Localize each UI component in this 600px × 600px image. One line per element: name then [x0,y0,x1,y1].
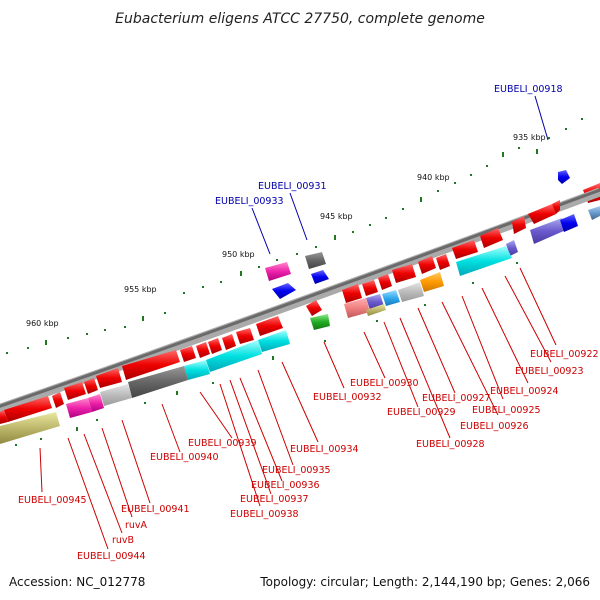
gene-feature[interactable] [560,214,578,232]
gene-feature[interactable] [258,330,290,352]
gene-feature[interactable] [206,340,262,372]
gene-label[interactable]: EUBELI_00936 [251,480,320,491]
gene-label[interactable]: EUBELI_00933 [215,196,284,207]
gene-feature[interactable] [96,368,122,388]
leader-lines [39,95,557,550]
gene-feature[interactable] [452,240,478,259]
gene-label[interactable]: EUBELI_00940 [150,452,219,463]
gene-feature[interactable] [530,218,566,244]
gene-label[interactable]: EUBELI_00923 [515,366,584,377]
gene-feature[interactable] [0,410,8,424]
gene-feature[interactable] [588,206,600,220]
gene-feature[interactable] [222,334,236,350]
gene-label[interactable]: EUBELI_00922 [530,349,599,360]
gene-feature[interactable] [392,264,416,283]
gene-feature[interactable] [64,382,86,400]
gene-feature[interactable] [398,282,424,302]
tick-label: 945 kbp [320,212,353,221]
gene-feature[interactable] [418,256,436,274]
gene-feature[interactable] [342,284,362,303]
gene-feature[interactable] [52,392,64,408]
gene-feature[interactable] [480,228,503,248]
gene-label[interactable]: EUBELI_00928 [416,439,485,450]
gene-feature[interactable] [122,350,180,380]
gene-label[interactable]: EUBELI_00927 [422,393,491,404]
gene-feature[interactable] [128,366,188,398]
accession-text: Accession: NC_012778 [9,575,145,589]
gene-label[interactable]: EUBELI_00937 [240,494,309,505]
gene-feature[interactable] [196,342,210,358]
gene-label[interactable]: EUBELI_00931 [258,181,327,192]
gene-feature[interactable] [378,274,392,290]
gene-label[interactable]: EUBELI_00930 [350,378,419,389]
gene-feature[interactable] [512,216,526,234]
gene-feature[interactable] [236,328,254,344]
reverse-genes [0,200,600,444]
gene-label[interactable]: EUBELI_00926 [460,421,529,432]
gene-label[interactable]: EUBELI_00929 [387,407,456,418]
gene-label[interactable]: EUBELI_00938 [230,509,299,520]
gene-feature[interactable] [552,200,560,214]
map-title: Eubacterium eligens ATCC 27750, complete… [115,11,485,27]
gene-label[interactable]: ruvA [125,520,148,531]
forward-gene-labels: EUBELI_00918 EUBELI_00931 EUBELI_00933 [215,84,563,207]
gene-feature[interactable] [265,262,291,281]
gene-feature[interactable] [88,394,104,412]
gene-label[interactable]: EUBELI_00918 [494,84,563,95]
gene-feature[interactable] [100,384,132,406]
gene-label[interactable]: EUBELI_00945 [18,495,87,506]
gene-feature[interactable] [366,304,386,316]
gene-feature[interactable] [66,398,92,418]
tick-label: 960 kbp [26,319,59,328]
gene-label[interactable]: ruvB [112,535,134,546]
gene-feature[interactable] [528,204,556,224]
genome-backbone-edge [0,188,600,408]
gene-feature[interactable] [305,252,326,269]
scale-tick-labels: 935 kbp 940 kbp 945 kbp 950 kbp 955 kbp … [26,133,546,328]
gene-feature[interactable] [180,346,196,362]
gene-feature[interactable] [208,338,222,354]
gene-feature[interactable] [456,246,512,276]
tick-label: 935 kbp [513,133,546,142]
gene-label[interactable]: EUBELI_00941 [121,504,190,515]
gene-feature[interactable] [344,298,370,318]
tick-label: 950 kbp [222,250,255,259]
gene-label[interactable]: EUBELI_00934 [290,444,359,455]
genome-summary-text: Topology: circular; Length: 2,144,190 bp… [259,575,590,589]
gene-feature[interactable] [256,316,283,336]
gene-feature[interactable] [272,283,296,299]
gene-feature[interactable] [184,360,210,380]
gene-label[interactable]: EUBELI_00924 [490,386,559,397]
gene-feature[interactable] [311,270,329,284]
gene-feature[interactable] [310,314,330,330]
forward-genes [265,170,600,299]
gc-marks [15,262,518,446]
gene-feature[interactable] [362,280,378,296]
gene-feature[interactable] [0,412,60,444]
genome-backbone [0,187,600,414]
gene-label[interactable]: EUBELI_00932 [313,392,382,403]
gene-label[interactable]: EUBELI_00935 [262,465,331,476]
gene-feature[interactable] [306,300,322,316]
gene-feature[interactable] [420,272,444,292]
gene-label[interactable]: EUBELI_00939 [188,438,257,449]
scale-dots [6,118,583,354]
gene-feature[interactable] [84,378,98,394]
gene-label[interactable]: EUBELI_00925 [472,405,541,416]
gene-feature[interactable] [382,290,400,306]
tick-label: 955 kbp [124,285,157,294]
gene-feature[interactable] [558,170,570,184]
gene-feature[interactable] [436,254,450,270]
gene-label[interactable]: EUBELI_00944 [77,551,146,562]
tick-label: 940 kbp [417,173,450,182]
reverse-gene-labels: EUBELI_00922 EUBELI_00923 EUBELI_00924 E… [18,349,599,562]
gene-feature[interactable] [4,396,52,422]
